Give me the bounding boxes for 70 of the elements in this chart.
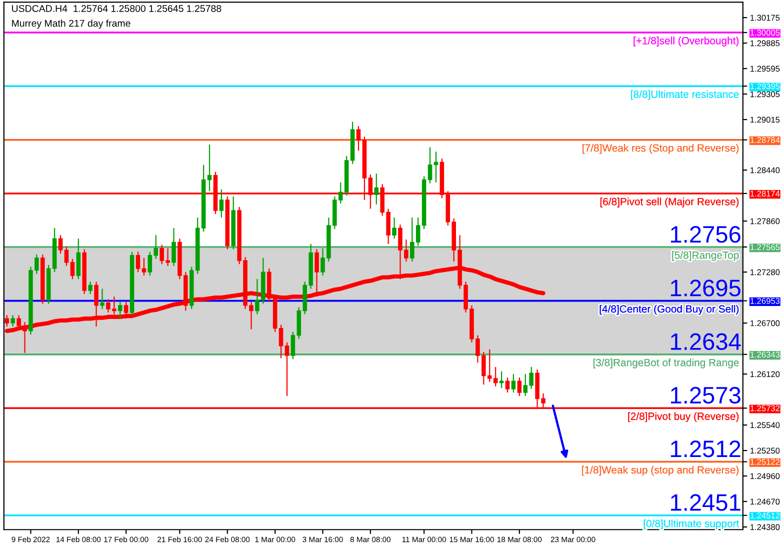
candlestick [58,234,63,254]
y-tick-label: 1.29305 [750,91,780,98]
candlestick [290,331,296,360]
ref-line-label: [1/8]Weak sup (stop and Reverse) [582,466,739,476]
y-tick-label: 1.25732 [750,405,780,412]
y-tick-label: 1.27860 [750,218,780,224]
candlestick [219,188,224,218]
candlestick [64,246,69,266]
text: Murrey Math 217 day frame [12,20,130,29]
y-tick-label: 1.26700 [750,320,780,326]
candlestick [136,251,140,273]
annotation: 1.2634 [671,333,741,350]
ref-line-label: [6/8]Pivot sell (Major Reverse) [600,198,739,208]
candlestick [142,257,146,276]
annotation: 1.2695 [671,280,740,296]
y-tick-label: 1.29885 [750,40,780,46]
candlestick [428,146,432,184]
ref-line-label: [+1/8]sell (Overbought) [634,36,739,46]
ref-line-label: [3/8]RangeBot of trading Range [593,358,739,368]
y-tick-label: 1.28440 [750,167,780,174]
y-tick-label: 1.24380 [750,524,780,530]
annotation: 1.2512 [671,440,740,458]
y-tick-label: 1.24512 [750,512,780,518]
y-tick-label: 1.26343 [750,352,780,358]
ref-line-label: [8/8]Ultimate resistance [631,90,739,100]
candlestick [76,238,81,280]
candlestick [207,144,212,192]
candlestick [511,373,516,394]
y-tick-label: 1.30005 [750,30,780,36]
y-tick-label: 1.28784 [750,137,780,143]
ref-line-label: [4/8]Center (Good Buy or Sell) [600,304,739,315]
candlestick [517,376,522,397]
y-tick-label: 1.29395 [750,83,780,90]
candlestick [94,281,98,328]
y-tick-label: 1.27565 [750,244,780,250]
candlestick [356,126,361,152]
candlestick [505,376,510,394]
y-tick-label: 1.25122 [750,458,780,465]
ref-line-label: [5/8]RangeTop [672,251,739,261]
ref-line-label: [2/8]Pivot buy (Reverse) [628,412,739,422]
y-tick-label: 1.28174 [750,190,780,197]
ref-line-label: [7/8]Weak res (Stop and Reverse) [582,144,739,154]
y-tick-label: 1.25250 [750,448,780,454]
candlestick [88,281,92,295]
candlestick [118,301,122,320]
candlestick [284,342,290,397]
candlestick [70,258,75,280]
y-tick-label: 1.26953 [750,298,780,304]
candlestick [10,314,15,328]
y-tick-label: 1.25540 [750,422,780,428]
chart-title: USDCAD.H4 1.25764 1.25800 1.25645 1.25788 [12,5,222,12]
annotation: 1.2756 [671,226,740,243]
candlestick [374,173,379,205]
y-tick-label: 1.27280 [750,269,780,276]
candlestick [124,301,128,320]
candlestick [4,314,10,328]
candlestick [172,228,176,266]
annotation: 1.2573 [671,386,740,404]
y-tick-label: 1.24670 [750,498,780,505]
candlestick [278,324,284,359]
y-tick-label: 1.26120 [750,371,780,378]
candlestick [499,370,504,389]
annotation: 1.2451 [671,494,740,511]
y-tick-label: 1.30175 [750,14,780,21]
y-tick-label: 1.29595 [750,66,780,72]
candlestick [392,217,396,240]
y-tick-label: 1.29015 [750,116,780,123]
ref-line-label: [0/8]Ultimate support [644,520,740,530]
y-tick-label: 1.24960 [750,473,780,480]
candlestick [100,288,104,310]
